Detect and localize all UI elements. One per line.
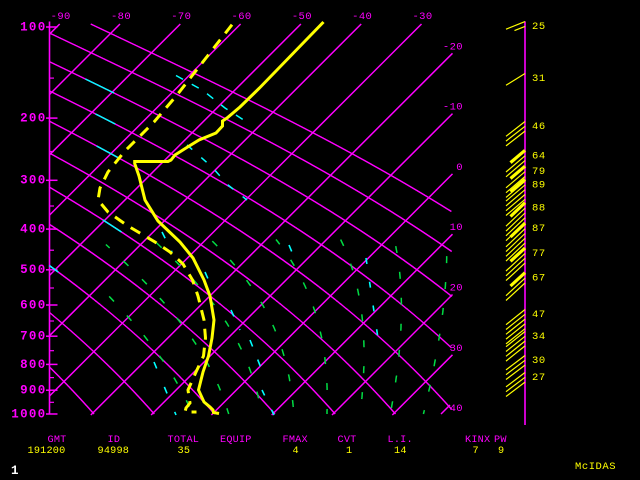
svg-text:100: 100 <box>20 20 46 34</box>
svg-text:1: 1 <box>346 446 352 457</box>
svg-text:89: 89 <box>532 179 546 191</box>
svg-text:191200: 191200 <box>28 446 66 457</box>
svg-text:-70: -70 <box>171 11 191 23</box>
svg-text:-80: -80 <box>111 11 131 23</box>
svg-text:27: 27 <box>532 372 546 384</box>
svg-text:1: 1 <box>11 464 20 478</box>
svg-text:79: 79 <box>532 166 546 178</box>
svg-text:600: 600 <box>20 298 46 312</box>
svg-text:500: 500 <box>20 263 46 277</box>
svg-text:McIDAS: McIDAS <box>575 461 616 473</box>
svg-text:800: 800 <box>20 358 46 372</box>
svg-text:200: 200 <box>20 112 46 126</box>
svg-text:40: 40 <box>450 403 463 415</box>
svg-text:0: 0 <box>456 162 463 174</box>
svg-text:7: 7 <box>473 446 479 457</box>
svg-text:20: 20 <box>450 283 463 295</box>
svg-text:PW: PW <box>494 435 507 446</box>
svg-text:300: 300 <box>20 174 46 188</box>
svg-text:35: 35 <box>178 446 191 457</box>
svg-text:-20: -20 <box>443 41 463 53</box>
svg-text:88: 88 <box>532 203 546 215</box>
svg-text:64: 64 <box>532 150 546 162</box>
svg-text:87: 87 <box>532 223 546 235</box>
svg-text:1000: 1000 <box>11 407 46 421</box>
svg-text:ID: ID <box>108 435 121 446</box>
svg-text:CVT: CVT <box>338 435 357 446</box>
svg-text:-10: -10 <box>443 102 463 114</box>
svg-text:77: 77 <box>532 248 546 260</box>
svg-text:EQUIP: EQUIP <box>220 435 252 446</box>
svg-text:GMT: GMT <box>48 435 67 446</box>
svg-text:47: 47 <box>532 309 546 321</box>
svg-text:-60: -60 <box>232 11 252 23</box>
svg-text:4: 4 <box>293 446 299 457</box>
svg-text:700: 700 <box>20 330 46 344</box>
svg-text:-90: -90 <box>51 11 71 23</box>
svg-text:10: 10 <box>450 222 463 234</box>
svg-text:25: 25 <box>532 21 546 33</box>
svg-text:34: 34 <box>532 331 546 343</box>
svg-text:FMAX: FMAX <box>283 435 308 446</box>
svg-text:46: 46 <box>532 121 546 133</box>
svg-text:TOTAL: TOTAL <box>168 435 200 446</box>
svg-text:-30: -30 <box>412 11 432 23</box>
svg-text:-40: -40 <box>352 11 372 23</box>
svg-text:KINX: KINX <box>465 435 490 446</box>
svg-text:9: 9 <box>498 446 504 457</box>
svg-text:94998: 94998 <box>98 446 130 457</box>
svg-text:900: 900 <box>20 384 46 398</box>
svg-text:30: 30 <box>450 343 463 355</box>
svg-text:30: 30 <box>532 355 546 367</box>
svg-text:67: 67 <box>532 273 546 285</box>
svg-text:L.I.: L.I. <box>388 435 413 446</box>
svg-text:14: 14 <box>394 446 407 457</box>
svg-text:400: 400 <box>20 223 46 237</box>
svg-text:31: 31 <box>532 73 546 85</box>
svg-text:-50: -50 <box>292 11 312 23</box>
